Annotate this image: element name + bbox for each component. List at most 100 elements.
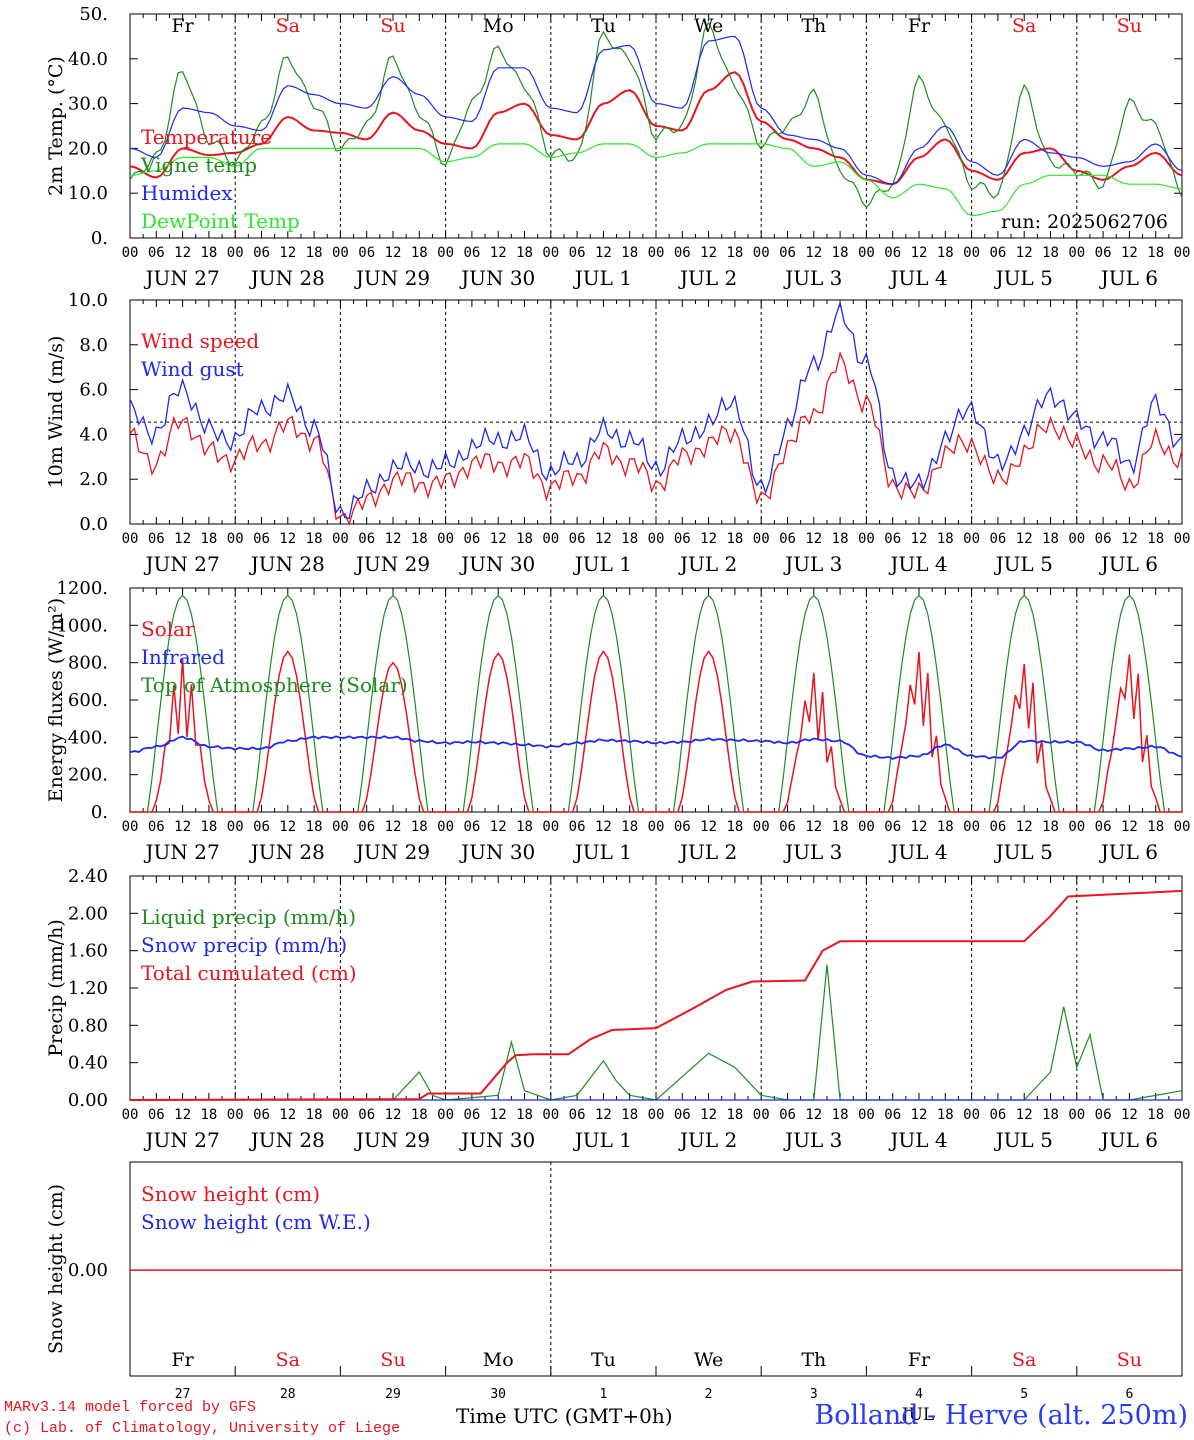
hour-label: 18 [411,1107,428,1123]
legend-entry: Wind speed [141,329,259,353]
hour-label: 00 [648,819,665,835]
weekday-label: We [694,1349,723,1371]
hour-label: 18 [306,531,323,547]
x-axis-title: Time UTC (GMT+0h) [456,1404,673,1428]
weekday-label: Sa [1012,15,1036,37]
series-line-humidex [129,35,1183,185]
date-label: JUN 27 [144,840,220,864]
panel-frame [129,587,1183,813]
hour-label: 00 [858,819,875,835]
hour-label: 12 [700,531,717,547]
legend-entry: Snow height (cm) [141,1182,320,1206]
hour-label: 00 [332,1107,349,1123]
hour-label: 06 [1095,819,1112,835]
hour-label: 06 [358,1107,375,1123]
weekday-label: Fr [171,15,194,37]
date-label: JUL 5 [994,552,1053,576]
legend-entry: Vigne temp [140,153,257,177]
hour-label: 00 [122,1107,139,1123]
y-tick-label: 2.0 [79,469,108,490]
hour-label: 06 [674,245,691,261]
date-label: JUN 27 [144,552,220,576]
hour-label: 12 [700,245,717,261]
hour-label: 18 [516,819,533,835]
y-tick-label: 10.0 [68,290,108,311]
date-label: JUN 28 [249,840,325,864]
hour-label: 06 [253,819,270,835]
hour-label: 12 [490,531,507,547]
hour-label: 12 [174,1107,191,1123]
y-axis-label: Energy fluxes (W/m²) [45,598,67,802]
hour-label: 00 [332,245,349,261]
hour-label: 06 [148,819,165,835]
series-line-dewpoint-temp [129,143,1183,217]
hour-label: 18 [726,819,743,835]
hour-label: 00 [542,245,559,261]
hour-label: 18 [306,245,323,261]
hour-label: 00 [227,1107,244,1123]
day-number: 5 [1020,1387,1028,1402]
y-tick-label: 30.0 [68,94,108,115]
hour-label: 00 [648,1107,665,1123]
y-tick-label: 0. [91,228,108,249]
hour-label: 12 [279,819,296,835]
hour-label: 00 [1174,531,1191,547]
date-label: JUN 27 [144,1128,220,1152]
hour-label: 12 [279,245,296,261]
date-label: JUL 5 [994,1128,1053,1152]
date-label: JUL 2 [678,266,737,290]
hour-label: 06 [569,531,586,547]
hour-label: 12 [1016,245,1033,261]
hour-label: 06 [253,531,270,547]
hour-label: 18 [1147,1107,1164,1123]
hour-label: 18 [621,819,638,835]
hour-label: 18 [411,531,428,547]
date-label: JUN 29 [354,266,430,290]
hour-label: 06 [674,819,691,835]
date-label: JUL 1 [573,840,632,864]
series-line-vigne-temp [129,21,1183,209]
hour-label: 12 [1016,1107,1033,1123]
day-number: 30 [490,1387,506,1402]
y-tick-label: 0.40 [68,1053,108,1074]
hour-label: 18 [1147,245,1164,261]
hour-label: 18 [200,819,217,835]
date-label: JUL 6 [1099,840,1158,864]
hour-label: 00 [542,1107,559,1123]
date-label: JUL 6 [1099,266,1158,290]
date-label: JUL 3 [783,840,842,864]
weekday-label: Mo [483,15,514,37]
hour-label: 12 [595,245,612,261]
weekday-label: Su [380,15,405,37]
legend-entry: Top of Atmosphere (Solar) [141,673,408,697]
y-tick-label: 800. [68,653,108,674]
hour-label: 06 [989,819,1006,835]
hour-label: 12 [279,531,296,547]
hour-label: 06 [358,819,375,835]
hour-label: 12 [595,531,612,547]
hour-label: 18 [726,245,743,261]
hour-label: 00 [963,531,980,547]
y-tick-label: 2.40 [68,866,108,887]
hour-label: 06 [884,245,901,261]
hour-label: 06 [989,245,1006,261]
hour-label: 06 [148,531,165,547]
hour-label: 12 [700,819,717,835]
date-label: JUN 30 [459,266,535,290]
hour-label: 06 [779,819,796,835]
hour-label: 12 [174,531,191,547]
hour-label: 18 [832,819,849,835]
date-label: JUL 2 [678,840,737,864]
y-tick-label: 1.60 [68,941,108,962]
hour-label: 06 [884,819,901,835]
date-label: JUL 3 [783,266,842,290]
date-label: JUN 28 [249,552,325,576]
hour-label: 06 [1095,245,1112,261]
hour-label: 00 [332,819,349,835]
hour-label: 06 [463,531,480,547]
hour-label: 18 [1042,245,1059,261]
hour-label: 06 [779,531,796,547]
weekday-label: Sa [1012,1349,1036,1371]
y-tick-label: 0. [91,802,108,823]
hour-label: 06 [779,1107,796,1123]
